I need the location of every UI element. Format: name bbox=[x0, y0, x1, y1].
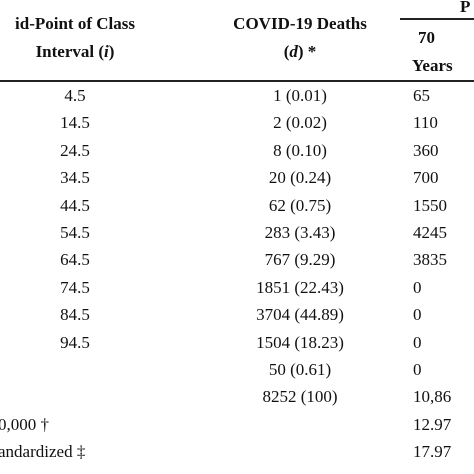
table-cell: 1504 (18.23) bbox=[256, 332, 344, 352]
header-cell: id-Point of Class bbox=[15, 14, 135, 33]
header-rule bbox=[0, 80, 474, 82]
table-cell: 2 (0.02) bbox=[273, 113, 327, 133]
table-cell: 1851 (22.43) bbox=[256, 277, 344, 297]
table-cell: 0 bbox=[413, 332, 422, 352]
header-cell: Interval (i) bbox=[36, 42, 115, 62]
table-cell: 17.97 bbox=[413, 442, 452, 462]
header-cell: P bbox=[460, 0, 471, 16]
header-cell: (d) * bbox=[284, 42, 317, 62]
table-cell: 360 bbox=[413, 140, 439, 160]
table-cell: 1550 bbox=[413, 195, 447, 215]
table-cell: 20 (0.24) bbox=[268, 168, 332, 188]
table-cell: 3704 (44.89) bbox=[256, 305, 344, 325]
table-cell: 65 bbox=[413, 86, 430, 105]
table-cell: 110 bbox=[413, 113, 438, 133]
text: d bbox=[289, 42, 298, 61]
table-cell: 84.5 bbox=[60, 305, 90, 325]
table-cell: 700 bbox=[413, 168, 439, 188]
table-cell: 1 (0.01) bbox=[273, 86, 327, 105]
table-cell: 4.5 bbox=[64, 86, 86, 105]
header-cell: Years bbox=[412, 56, 453, 75]
table-cell: 8252 (100) bbox=[262, 387, 338, 407]
table-cell: 767 (9.29) bbox=[264, 250, 336, 270]
table-cell: 14.5 bbox=[60, 113, 90, 133]
header-cell: 70 bbox=[418, 28, 435, 47]
table-cell: 24.5 bbox=[60, 140, 90, 160]
table-cell: 10,86 bbox=[413, 387, 452, 407]
table-cell: 94.5 bbox=[60, 332, 90, 352]
text: ) * bbox=[297, 42, 317, 61]
table-cell: 64.5 bbox=[60, 250, 90, 270]
table-cell: 0,000 † bbox=[0, 414, 49, 434]
text: ) bbox=[108, 42, 115, 61]
table-cell: 0 bbox=[413, 360, 422, 379]
text: ( bbox=[283, 42, 290, 61]
header-cell: COVID-19 Deaths bbox=[233, 14, 367, 33]
text: Interval ( bbox=[35, 42, 105, 61]
table-cell: 0 bbox=[413, 305, 422, 325]
table-cell: 0 bbox=[413, 277, 422, 297]
table-cell: 12.97 bbox=[413, 414, 452, 434]
table-cell: 34.5 bbox=[60, 168, 90, 188]
table-cell: andardized ‡ bbox=[0, 442, 86, 462]
table-cell: 3835 bbox=[413, 250, 447, 270]
table-cell: 74.5 bbox=[60, 277, 90, 297]
group-rule bbox=[400, 18, 474, 20]
table-cell: 62 (0.75) bbox=[268, 195, 332, 215]
table-cell: 44.5 bbox=[60, 195, 90, 215]
table-cell: 4245 bbox=[413, 223, 447, 242]
table-cell: 8 (0.10) bbox=[273, 140, 327, 160]
table-cell: 54.5 bbox=[60, 223, 90, 242]
table-cell: 283 (3.43) bbox=[264, 223, 336, 242]
text: i bbox=[104, 42, 109, 61]
table-cell: 50 (0.61) bbox=[268, 360, 332, 379]
